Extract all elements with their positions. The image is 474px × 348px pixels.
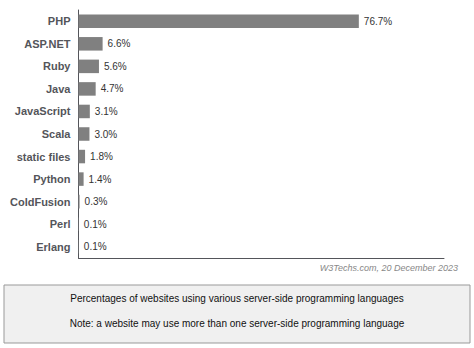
svg-text:Python: Python (33, 173, 71, 185)
svg-text:Erlang: Erlang (36, 241, 70, 253)
svg-text:0.1%: 0.1% (84, 219, 107, 230)
svg-text:JavaScript: JavaScript (15, 105, 71, 117)
svg-text:ColdFusion: ColdFusion (10, 196, 71, 208)
svg-text:76.7%: 76.7% (364, 16, 392, 27)
svg-text:Note: a website may use more t: Note: a website may use more than one se… (70, 318, 405, 329)
svg-text:0.1%: 0.1% (84, 241, 107, 252)
svg-text:1.4%: 1.4% (89, 174, 112, 185)
svg-text:Scala: Scala (42, 128, 72, 140)
svg-text:3.1%: 3.1% (95, 106, 118, 117)
svg-text:PHP: PHP (48, 15, 71, 27)
svg-text:5.6%: 5.6% (104, 61, 127, 72)
svg-text:Java: Java (46, 83, 71, 95)
svg-text:Perl: Perl (50, 218, 71, 230)
svg-text:4.7%: 4.7% (101, 83, 124, 94)
svg-text:0.3%: 0.3% (85, 196, 108, 207)
svg-text:Ruby: Ruby (43, 60, 71, 72)
svg-text:Percentages of websites using: Percentages of websites using various se… (70, 293, 404, 304)
svg-text:static files: static files (17, 151, 71, 163)
svg-text:1.8%: 1.8% (90, 151, 113, 162)
svg-text:6.6%: 6.6% (108, 38, 131, 49)
svg-text:ASP.NET: ASP.NET (24, 38, 71, 50)
svg-text:3.0%: 3.0% (94, 129, 117, 140)
svg-text:W3Techs.com, 20 December 2023: W3Techs.com, 20 December 2023 (320, 263, 458, 273)
